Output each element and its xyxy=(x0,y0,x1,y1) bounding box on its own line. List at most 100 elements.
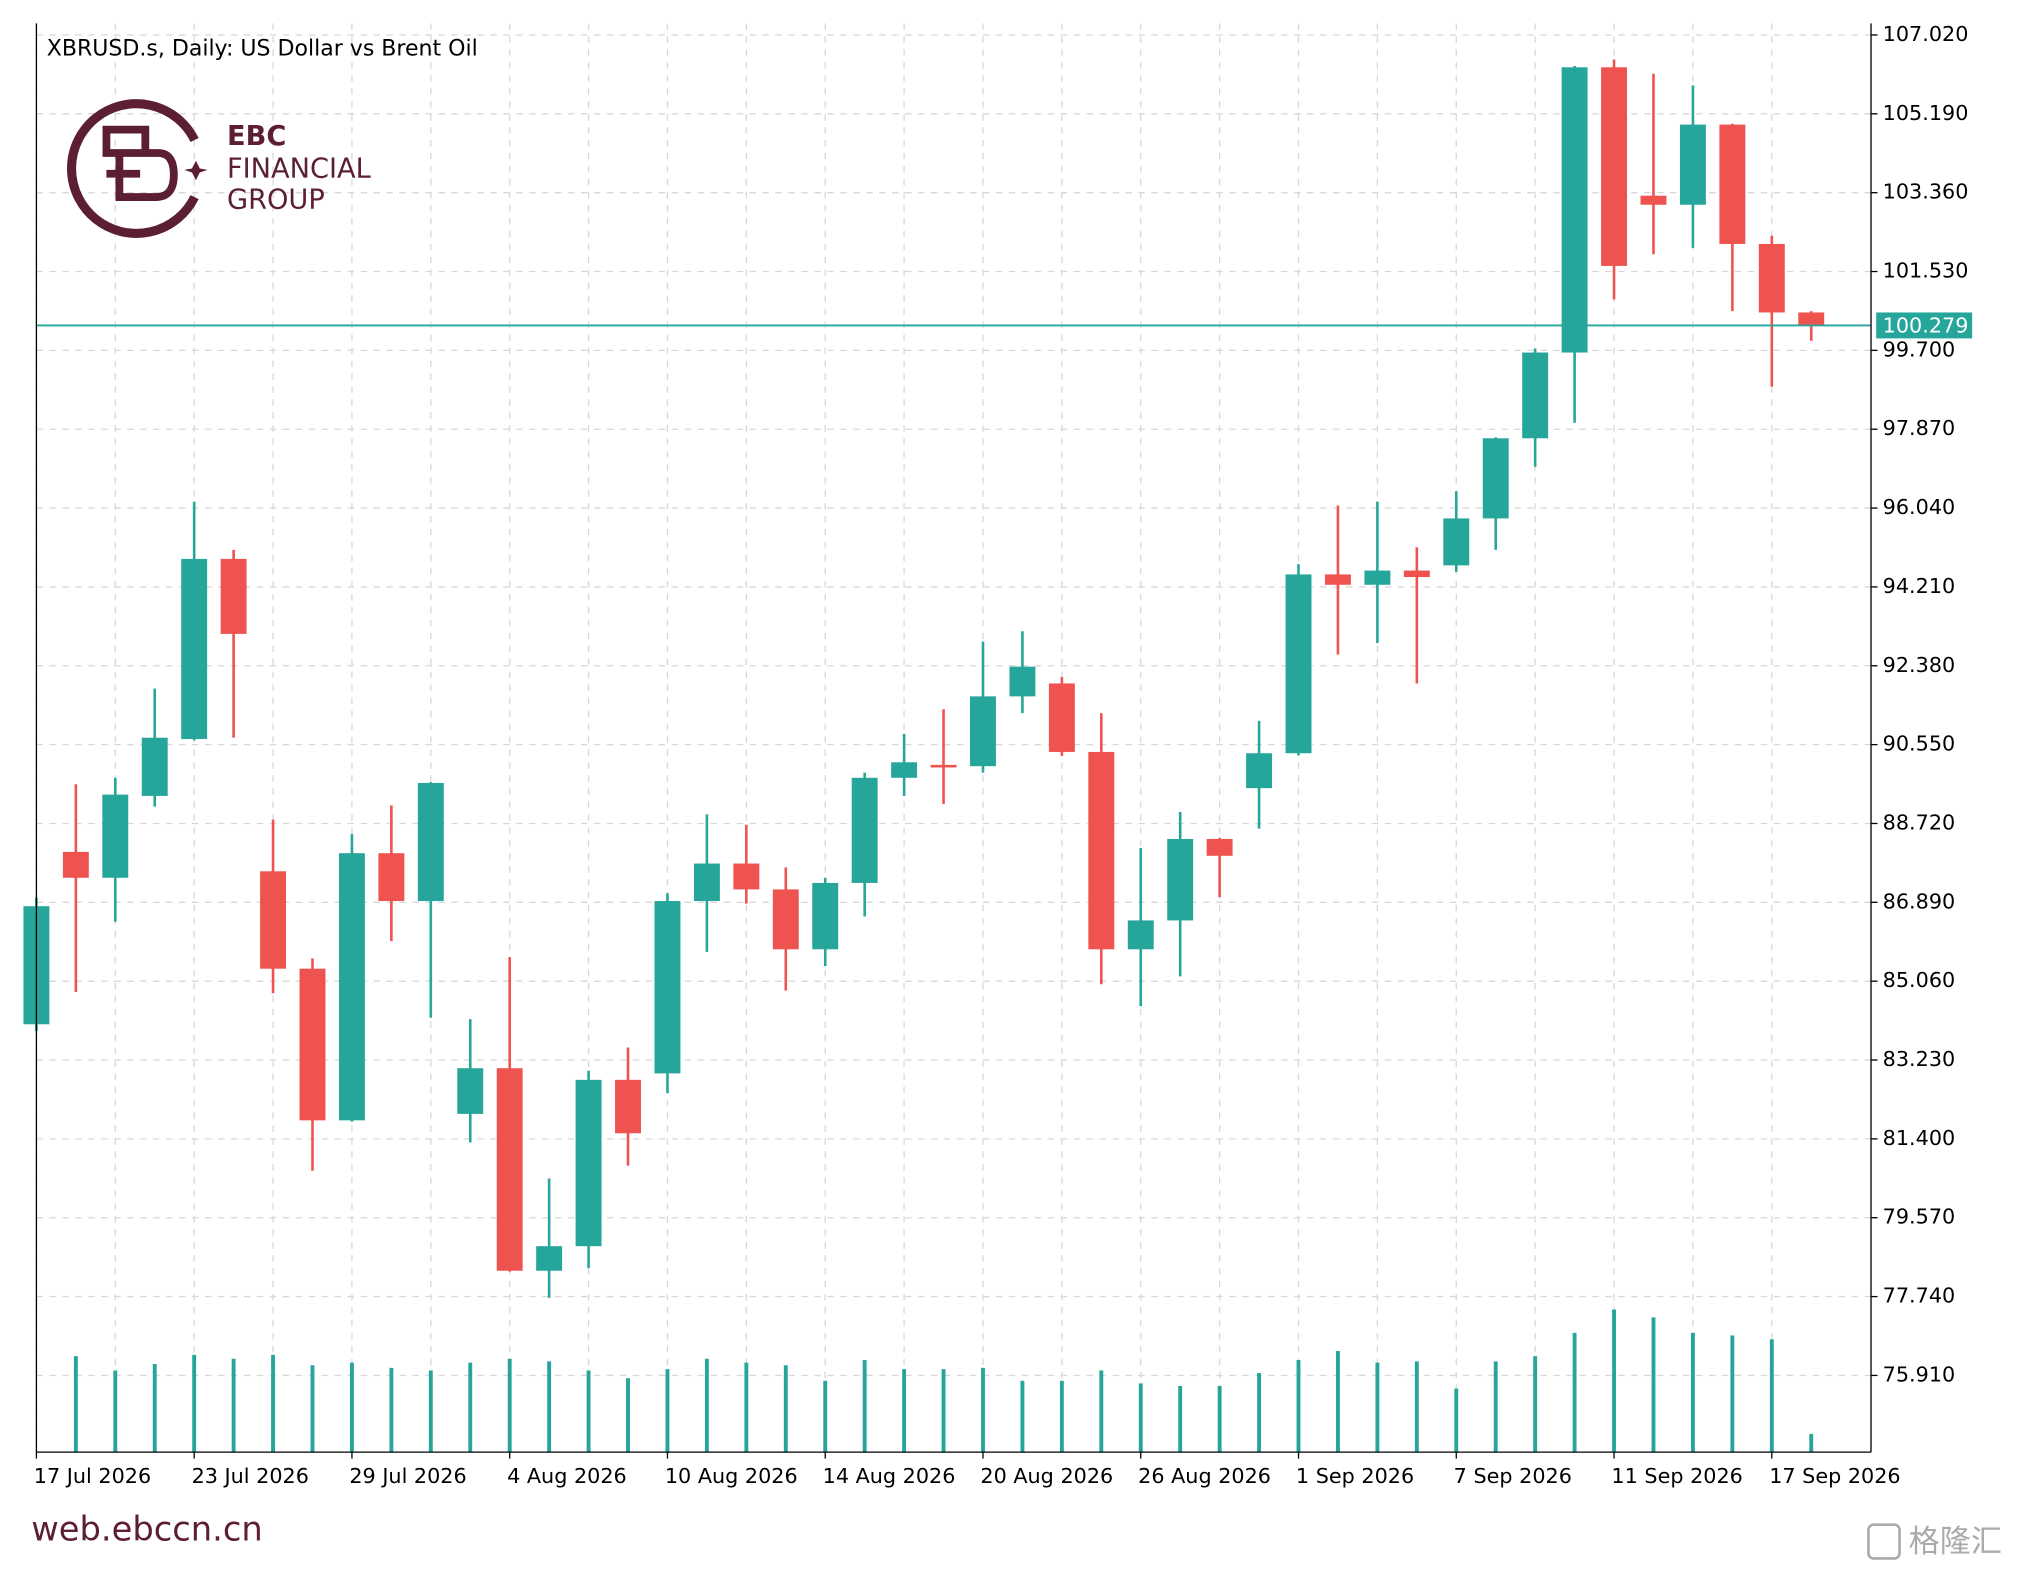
y-tick-label: 86.890 xyxy=(1883,889,1956,913)
logo-text: EBC xyxy=(227,121,286,152)
y-tick-label: 105.190 xyxy=(1883,101,1969,125)
volume-bar xyxy=(862,1360,867,1453)
volume-bar xyxy=(626,1378,630,1453)
y-tick-label: 77.740 xyxy=(1883,1284,1956,1308)
candle-body xyxy=(1048,683,1075,752)
footer-url: web.ebccn.cn xyxy=(31,1510,263,1549)
candle-body xyxy=(1009,666,1036,697)
x-tick-label: 10 Aug 2026 xyxy=(665,1464,798,1488)
candle-body xyxy=(1167,838,1194,921)
volume-bar xyxy=(468,1362,473,1453)
candle-body xyxy=(536,1246,563,1271)
volume-bar xyxy=(428,1370,433,1453)
volume-bar xyxy=(271,1354,275,1453)
volume-bar xyxy=(783,1365,788,1453)
volume-bar xyxy=(73,1356,78,1453)
volume-bar xyxy=(744,1362,749,1453)
volume-bar xyxy=(1375,1362,1380,1453)
volume-bar xyxy=(1296,1360,1301,1453)
x-tick-label: 20 Aug 2026 xyxy=(980,1464,1113,1488)
volume-bar xyxy=(231,1358,236,1453)
candle-body xyxy=(654,901,681,1074)
volume-bar xyxy=(823,1380,828,1453)
y-tick-label: 99.700 xyxy=(1883,337,1956,361)
volume-bar xyxy=(941,1369,946,1453)
candle-body xyxy=(970,696,996,767)
candle-body xyxy=(1601,67,1628,266)
x-tick-label: 1 Sep 2026 xyxy=(1296,1464,1414,1488)
volume-bar xyxy=(1336,1350,1340,1453)
x-tick-label: 26 Aug 2026 xyxy=(1138,1464,1271,1488)
last-price-box xyxy=(1876,312,1973,339)
candle-body xyxy=(496,1068,523,1271)
y-tick-label: 92.380 xyxy=(1883,653,1956,677)
y-tick-label: 79.570 xyxy=(1883,1205,1956,1229)
volume-bar xyxy=(704,1358,709,1453)
candle-body xyxy=(851,777,878,883)
volume-bar xyxy=(1454,1388,1459,1453)
volume-bar xyxy=(113,1370,118,1453)
candle-body xyxy=(772,889,799,950)
y-tick-label: 85.060 xyxy=(1883,968,1956,992)
candle-body xyxy=(1206,838,1233,856)
last-price-label: 100.279 xyxy=(1883,314,1969,338)
volume-bar xyxy=(389,1367,394,1453)
candle-body xyxy=(102,794,129,878)
logo-text: FINANCIAL xyxy=(227,153,372,184)
candle-body xyxy=(693,863,720,902)
candle-body xyxy=(417,782,444,902)
candle-body xyxy=(1246,753,1273,789)
chart-title: XBRUSD.s, Daily: US Dollar vs Brent Oil xyxy=(47,36,478,61)
x-tick-label: 4 Aug 2026 xyxy=(507,1464,627,1488)
volume-bar xyxy=(1217,1386,1222,1453)
candle-body xyxy=(1719,124,1746,244)
logo-star xyxy=(184,160,208,181)
candle-body xyxy=(1403,570,1430,578)
volume-bar xyxy=(1533,1356,1538,1453)
x-tick-label: 17 Sep 2026 xyxy=(1769,1464,1900,1488)
x-tick-label: 7 Sep 2026 xyxy=(1454,1464,1572,1488)
candle-body xyxy=(378,853,405,902)
candle-body xyxy=(260,871,287,969)
y-tick-label: 90.550 xyxy=(1883,732,1956,756)
candle-body xyxy=(141,737,168,796)
x-tick-label: 17 Jul 2026 xyxy=(34,1464,151,1488)
marks xyxy=(23,59,1872,1453)
candle-body xyxy=(733,863,760,890)
grid xyxy=(35,23,1872,1453)
candle-body xyxy=(299,968,326,1121)
volume-bar xyxy=(981,1367,985,1453)
candle-body xyxy=(62,851,89,878)
candle-body xyxy=(338,853,365,1121)
x-tick-label: 11 Sep 2026 xyxy=(1611,1464,1742,1488)
candle-body xyxy=(1482,438,1509,519)
volume-bar xyxy=(665,1369,670,1453)
y-tick-label: 88.720 xyxy=(1883,810,1956,834)
logo: EBC FINANCIAL GROUP xyxy=(67,99,372,238)
watermark: 格隆汇 xyxy=(1909,1524,2002,1560)
volume-bar xyxy=(1257,1373,1262,1453)
volume-bar xyxy=(152,1363,157,1453)
candle-body xyxy=(457,1068,484,1114)
candle-body xyxy=(1324,574,1351,585)
volume-bar xyxy=(1809,1433,1814,1453)
volume-bar xyxy=(1769,1339,1774,1453)
volume-bar xyxy=(1099,1370,1104,1453)
logo-ring xyxy=(67,99,199,238)
volume-bar xyxy=(586,1370,591,1453)
volume-bar xyxy=(1572,1332,1577,1453)
volume-bar xyxy=(1059,1380,1064,1453)
x-tick-label: 29 Jul 2026 xyxy=(349,1464,466,1488)
volume-bar xyxy=(1414,1361,1419,1453)
candle-body xyxy=(1285,574,1312,754)
candle-body xyxy=(1443,518,1470,566)
volume-bar xyxy=(1020,1380,1025,1453)
candle-body xyxy=(1364,570,1391,585)
candle-body xyxy=(1798,312,1825,326)
y-tick-label: 83.230 xyxy=(1883,1047,1956,1071)
candle-body xyxy=(1088,751,1115,950)
candle-body xyxy=(812,882,839,950)
x-tick-label: 14 Aug 2026 xyxy=(823,1464,956,1488)
candle-body xyxy=(575,1079,602,1247)
